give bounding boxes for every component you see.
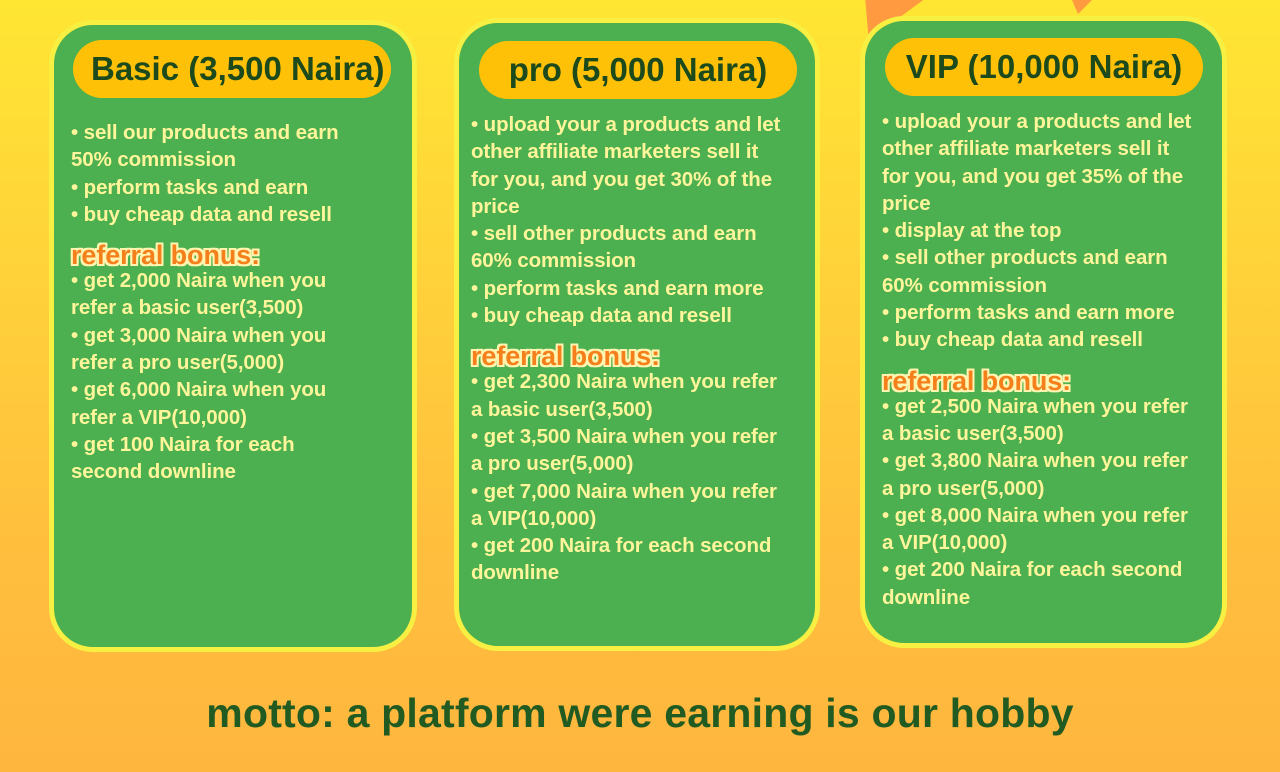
referral-line: • get 7,000 Naira when you refer [471, 479, 777, 503]
referral-line: • get 2,300 Naira when you refer [471, 370, 777, 394]
plan-body-basic: • sell our products and earn 50% commiss… [71, 119, 401, 486]
feature-line: 60% commission [882, 273, 1047, 297]
feature-line: 60% commission [471, 249, 636, 273]
feature-line: • buy cheap data and resell [882, 328, 1143, 352]
referral-line: a VIP(10,000) [471, 506, 597, 530]
feature-line: • upload your a products and let [882, 110, 1192, 133]
feature-line: • sell other products and earn [882, 246, 1168, 270]
feature-line: price [471, 194, 520, 218]
feature-line: • buy cheap data and resell [71, 202, 332, 226]
referral-heading: referral bonus: [882, 365, 1072, 396]
plan-body-vip: • upload your a products and let other a… [882, 108, 1222, 611]
referral-line: downline [471, 561, 560, 585]
referral-line: • get 2,000 Naira when you [71, 269, 327, 293]
referral-line: • get 3,000 Naira when you [71, 323, 327, 347]
referral-heading: referral bonus: [471, 341, 661, 372]
feature-line: for you, and you get 35% of the [882, 164, 1184, 188]
referral-line: downline [882, 585, 971, 609]
referral-line: • get 200 Naira for each second [471, 534, 772, 558]
referral-line: • get 200 Naira for each second [882, 558, 1183, 582]
referral-line: • get 3,500 Naira when you refer [471, 424, 777, 448]
referral-line: • get 2,500 Naira when you refer [882, 394, 1188, 418]
plan-card-pro: pro (5,000 Naira) • upload your a produc… [454, 18, 820, 651]
motto-text: motto: a platform were earning is our ho… [206, 690, 1074, 736]
referral-line: refer a VIP(10,000) [71, 405, 247, 429]
referral-line: second downline [71, 460, 236, 484]
plan-body-pro: • upload your a products and let other a… [471, 111, 811, 587]
referral-line: refer a basic user(3,500) [71, 296, 304, 320]
feature-line: other affiliate marketers sell it [471, 140, 759, 164]
plan-title-vip: VIP (10,000 Naira) [885, 38, 1203, 96]
referral-line: a VIP(10,000) [882, 531, 1008, 555]
feature-line: 50% commission [71, 148, 236, 172]
feature-line: • sell other products and earn [471, 222, 757, 246]
feature-line: • perform tasks and earn more [471, 276, 764, 300]
feature-line: • perform tasks and earn [71, 175, 309, 199]
plan-title-pro: pro (5,000 Naira) [479, 41, 797, 99]
feature-line: • perform tasks and earn more [882, 301, 1175, 325]
feature-line: for you, and you get 30% of the [471, 167, 773, 191]
referral-line: a basic user(3,500) [882, 421, 1064, 445]
referral-heading: referral bonus: [71, 240, 261, 271]
feature-line: • display at the top [882, 219, 1062, 243]
feature-line: • buy cheap data and resell [471, 304, 732, 328]
referral-line: • get 8,000 Naira when you refer [882, 503, 1188, 527]
referral-line: a pro user(5,000) [882, 476, 1045, 500]
referral-line: • get 3,800 Naira when you refer [882, 449, 1188, 473]
referral-line: a basic user(3,500) [471, 397, 653, 421]
plan-title-basic: Basic (3,500 Naira) [73, 40, 391, 98]
referral-line: a pro user(5,000) [471, 452, 634, 476]
decorative-shape [1072, 0, 1092, 14]
referral-line: • get 100 Naira for each [71, 432, 295, 456]
feature-line: • sell our products and earn [71, 121, 339, 144]
plan-card-vip: VIP (10,000 Naira) • upload your a produ… [860, 16, 1227, 648]
plan-card-basic: Basic (3,500 Naira) • sell our products … [49, 20, 417, 652]
feature-line: other affiliate marketers sell it [882, 137, 1170, 161]
referral-line: refer a pro user(5,000) [71, 351, 285, 375]
feature-line: price [882, 191, 931, 215]
referral-line: • get 6,000 Naira when you [71, 378, 327, 402]
feature-line: • upload your a products and let [471, 113, 781, 136]
